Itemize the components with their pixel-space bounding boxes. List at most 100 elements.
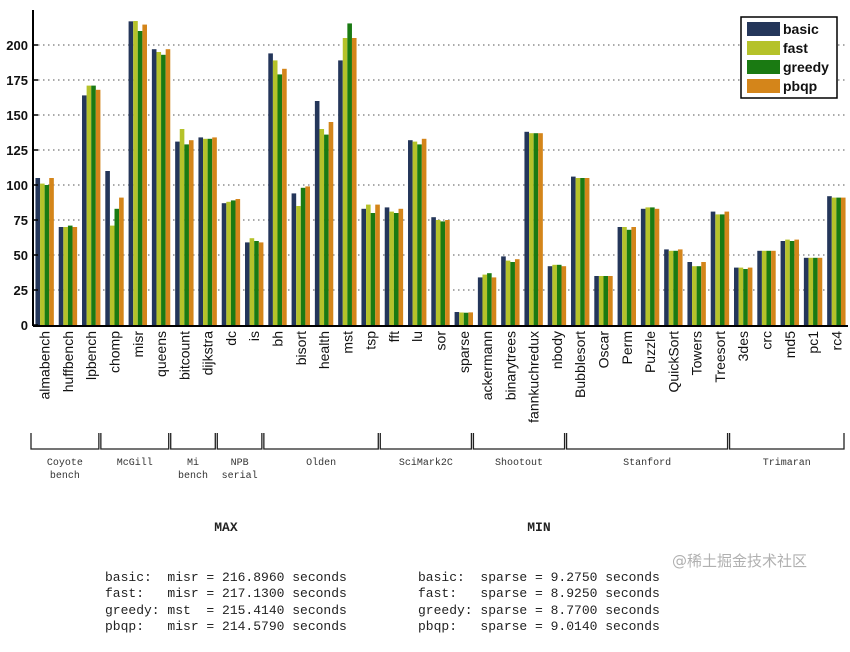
bar-basic-mst: [338, 60, 343, 326]
watermark: @稀土掘金技术社区: [672, 552, 808, 570]
bar-basic-rc4: [827, 196, 832, 325]
legend-label-pbqp: pbqp: [783, 78, 817, 94]
bar-greedy-binarytrees: [510, 262, 515, 325]
bar-greedy-3des: [743, 269, 748, 325]
annotation-row: pbqp: sparse = 9.0140 seconds: [418, 619, 660, 634]
x-tick-label: bisort: [293, 331, 309, 365]
bar-pbqp-dijkstra: [212, 137, 217, 325]
bar-pbqp-nbody: [561, 266, 567, 325]
x-tick-label: dijkstra: [200, 331, 216, 376]
bar-basic-health: [314, 101, 320, 325]
x-tick-label: sparse: [456, 331, 472, 373]
suite-bracket: [263, 433, 379, 450]
legend-swatch-greedy: [747, 60, 780, 74]
bar-fast-fannkuchredux: [529, 133, 534, 325]
bar-pbqp-mst: [351, 38, 357, 325]
bar-greedy-huffbench: [67, 225, 73, 325]
bar-greedy-lpbench: [91, 85, 96, 325]
bar-fast-mst: [342, 38, 348, 325]
legend-swatch-pbqp: [747, 79, 780, 93]
bar-greedy-sor: [440, 221, 446, 325]
bar-fast-fft: [389, 211, 394, 325]
y-tick-label: 150: [6, 108, 28, 123]
bar-greedy-Towers: [696, 266, 702, 325]
y-tick-labels: 0 25 50 75 100 125 150 175 200: [6, 38, 38, 333]
bar-basic-chomp: [105, 171, 110, 325]
x-tick-label: lpbench: [83, 331, 99, 380]
suite-bracket: [379, 433, 473, 450]
bar-basic-dijkstra: [198, 137, 204, 325]
bar-fast-dc: [226, 201, 231, 325]
min-annotation: MIN basic: sparse = 9.2750 seconds fast: …: [418, 487, 660, 652]
bar-fast-Bubblesort: [575, 178, 581, 325]
grouped-bar-chart: 0 25 50 75 100 125 150 175 200 almabench huffbenc…: [6, 10, 848, 482]
x-tick-label: crc: [759, 331, 775, 350]
bar-fast-Treesort: [715, 214, 720, 325]
x-tick-label: almabench: [37, 331, 53, 400]
bar-pbqp-Towers: [701, 262, 706, 325]
x-tick-label: binarytrees: [502, 331, 518, 400]
x-tick-label: pc1: [805, 331, 821, 354]
bar-fast-QuickSort: [668, 250, 674, 325]
bar-greedy-misr: [137, 31, 143, 325]
y-tick-label: 50: [14, 248, 28, 263]
bar-basic-lu: [408, 140, 413, 325]
bar-basic-ackermann: [477, 277, 483, 325]
bar-basic-tsp: [361, 208, 367, 325]
bar-pbqp-fft: [398, 208, 404, 325]
bar-greedy-QuickSort: [673, 250, 678, 325]
bar-pbqp-huffbench: [72, 227, 78, 325]
bar-pbqp-almabench: [49, 178, 54, 325]
bar-fast-md5: [785, 239, 790, 325]
bar-greedy-bh: [277, 74, 283, 326]
bar-fast-crc: [761, 250, 767, 325]
x-tick-label: Towers: [689, 331, 705, 375]
legend: basic fast greedy pbqp: [740, 16, 838, 99]
bar-greedy-tsp: [370, 213, 376, 325]
bar-fast-rc4: [831, 197, 837, 325]
bar-pbqp-binarytrees: [514, 259, 520, 325]
x-tick-label: Treesort: [712, 331, 728, 383]
y-tick-label: 75: [14, 213, 28, 228]
bar-basic-nbody: [547, 266, 553, 325]
bar-basic-sparse: [454, 312, 460, 325]
bar-basic-lpbench: [82, 95, 87, 326]
y-tick-label: 25: [14, 283, 28, 298]
bar-greedy-fft: [393, 213, 399, 325]
bar-fast-binarytrees: [505, 260, 511, 325]
suite-bracket: [728, 433, 845, 450]
bar-fast-Towers: [692, 266, 697, 325]
bar-pbqp-md5: [794, 239, 799, 325]
bar-greedy-Treesort: [719, 214, 725, 325]
bar-greedy-lu: [417, 144, 422, 325]
y-tick-label: 125: [6, 143, 28, 158]
annotation-row: pbqp: misr = 214.5790 seconds: [105, 619, 347, 634]
bar-basic-Bubblesort: [571, 176, 576, 325]
bar-basic-fft: [384, 207, 390, 325]
bar-fast-dijkstra: [203, 138, 208, 325]
x-tick-label: Perm: [619, 331, 635, 364]
bar-basic-bisort: [291, 193, 297, 325]
annotation-row: basic: misr = 216.8960 seconds: [105, 569, 347, 585]
suite-label: Mi: [187, 457, 199, 469]
suite-label: SciMark2C: [399, 457, 453, 469]
x-tick-label: is: [246, 331, 262, 341]
bar-greedy-bisort: [300, 187, 306, 325]
bar-pbqp-crc: [771, 250, 776, 325]
bar-greedy-md5: [789, 241, 795, 325]
bar-fast-chomp: [109, 225, 115, 325]
x-tick-label: Puzzle: [642, 331, 658, 373]
annotation-row: fast: misr = 217.1300 seconds: [105, 586, 347, 601]
bar-fast-3des: [738, 267, 744, 325]
bar-greedy-mst: [347, 23, 352, 325]
bar-pbqp-queens: [165, 49, 171, 325]
suite-label: NPB: [231, 458, 249, 469]
legend-swatch-fast: [747, 41, 780, 55]
bar-greedy-fannkuchredux: [533, 133, 539, 325]
max-title: MAX: [214, 520, 238, 535]
bar-pbqp-chomp: [119, 197, 124, 325]
bar-pbqp-sparse: [468, 312, 473, 325]
bar-fast-pc1: [808, 257, 814, 325]
bar-pbqp-is: [258, 242, 264, 325]
